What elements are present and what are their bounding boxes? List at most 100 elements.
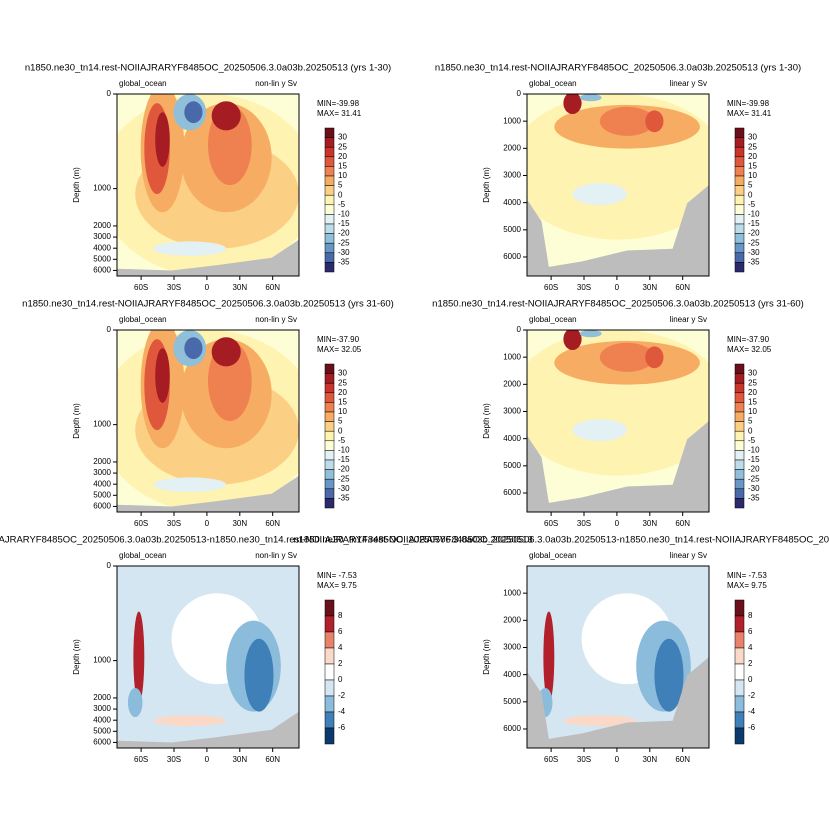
colorbar-label: 5 xyxy=(748,181,753,190)
field-contour xyxy=(579,94,602,102)
colorbar-label: 5 xyxy=(338,181,343,190)
colorbar-label: 30 xyxy=(338,369,347,378)
region-label: global_ocean xyxy=(529,315,577,324)
y-tick-label: 5000 xyxy=(503,225,521,234)
colorbar-box xyxy=(324,233,335,244)
field xyxy=(527,330,709,512)
plot-frame xyxy=(526,565,710,749)
panel-title: n1850.ne30_tn14.rest-NOIIAJRARYF8485OC_2… xyxy=(432,299,804,310)
min-label: MIN=-37.90 xyxy=(317,335,360,344)
colorbar-box xyxy=(734,615,745,633)
colorbar-label: -20 xyxy=(748,465,760,474)
colorbar-label: 20 xyxy=(338,388,347,397)
colorbar-box xyxy=(734,711,745,729)
bathymetry xyxy=(527,421,709,512)
field-contour xyxy=(153,715,227,727)
colorbar-box xyxy=(734,647,745,665)
colorbar-label: 0 xyxy=(338,675,343,684)
y-axis-label: Depth (m) xyxy=(482,167,491,203)
colorbar-label: -6 xyxy=(748,723,756,732)
colorbar-label: -35 xyxy=(338,494,350,503)
x-tick-label: 30S xyxy=(577,519,591,528)
colorbar-label: 5 xyxy=(748,417,753,426)
field-contour xyxy=(153,241,227,256)
colorbar-box xyxy=(324,166,335,177)
colorbar-label: -25 xyxy=(748,238,760,247)
field-contour xyxy=(543,611,555,703)
y-tick-label: 3000 xyxy=(503,643,521,652)
colorbar-label: 8 xyxy=(748,611,753,620)
colorbar-box xyxy=(324,599,335,617)
colorbar-label: 4 xyxy=(748,643,753,652)
colorbar-box xyxy=(324,204,335,215)
x-tick-label: 0 xyxy=(205,283,210,292)
colorbar-box xyxy=(734,373,745,384)
x-tick-label: 60N xyxy=(675,519,690,528)
colorbar-label: 20 xyxy=(748,388,757,397)
colorbar-box xyxy=(734,440,745,451)
panel-title: n1850.ne30_tn14.rest-NOIIAJRARYF8485OC_2… xyxy=(0,535,533,546)
min-label: MIN= -7.53 xyxy=(317,571,357,580)
y-tick-label: 2000 xyxy=(503,615,521,624)
colorbar-box xyxy=(734,727,745,745)
colorbar-box xyxy=(734,252,745,263)
x-tick-label: 30N xyxy=(232,519,247,528)
colorbar-box xyxy=(734,411,745,422)
colorbar-label: -35 xyxy=(338,258,350,267)
y-tick-label: 0 xyxy=(517,89,522,98)
x-tick-label: 30S xyxy=(167,519,181,528)
y-axis-label: Depth (m) xyxy=(482,639,491,675)
colorbar-label: -10 xyxy=(338,210,350,219)
max-label: MAX= 9.75 xyxy=(317,581,357,590)
x-tick-label: 30N xyxy=(232,755,247,764)
colorbar-box xyxy=(324,440,335,451)
field-contour xyxy=(184,101,203,124)
colorbar-box xyxy=(734,695,745,713)
y-tick-label: 2000 xyxy=(503,379,521,388)
y-tick-label: 5000 xyxy=(503,697,521,706)
colorbar-label: 30 xyxy=(748,133,757,142)
max-label: MAX= 31.41 xyxy=(727,109,772,118)
region-label: global_ocean xyxy=(529,551,577,560)
colorbar-box xyxy=(734,679,745,697)
y-axis-label: Depth (m) xyxy=(72,167,81,203)
colorbar-box xyxy=(734,382,745,394)
field-contour xyxy=(645,346,664,369)
colorbar-label: -10 xyxy=(748,446,760,455)
colorbar-box xyxy=(734,242,745,254)
colorbar-box xyxy=(734,204,745,215)
y-tick-label: 0 xyxy=(107,561,112,570)
units-label: linear y Sv xyxy=(670,551,707,560)
colorbar-label: 10 xyxy=(748,407,757,416)
colorbar-box xyxy=(324,459,335,470)
colorbar-label: 30 xyxy=(748,369,757,378)
colorbar-box xyxy=(324,382,335,394)
colorbar-box xyxy=(324,373,335,384)
field-contour xyxy=(563,330,582,351)
colorbar-box xyxy=(734,392,745,403)
y-tick-label: 1000 xyxy=(93,420,111,429)
x-tick-label: 60S xyxy=(134,755,148,764)
colorbar-box xyxy=(734,363,745,374)
region-label: global_ocean xyxy=(119,315,167,324)
y-tick-label: 5000 xyxy=(93,254,111,263)
x-tick-label: 60S xyxy=(544,519,558,528)
colorbar-label: -35 xyxy=(748,494,760,503)
field-contour xyxy=(155,112,170,167)
colorbar-box xyxy=(324,363,335,374)
y-tick-label: 4000 xyxy=(93,715,111,724)
colorbar-box xyxy=(734,599,745,617)
bathymetry xyxy=(117,711,299,748)
min-label: MIN=-39.98 xyxy=(727,99,770,108)
field-contour xyxy=(563,715,637,727)
x-tick-label: 0 xyxy=(615,283,620,292)
colorbar-box xyxy=(734,430,745,442)
colorbar-label: -5 xyxy=(338,436,346,445)
y-tick-label: 1000 xyxy=(93,656,111,665)
colorbar-label: 15 xyxy=(338,398,347,407)
colorbar-box xyxy=(734,631,745,649)
x-tick-label: 30S xyxy=(577,755,591,764)
units-label: non-lin y Sv xyxy=(255,79,297,88)
x-tick-label: 60S xyxy=(544,755,558,764)
colorbar-box xyxy=(324,194,335,206)
